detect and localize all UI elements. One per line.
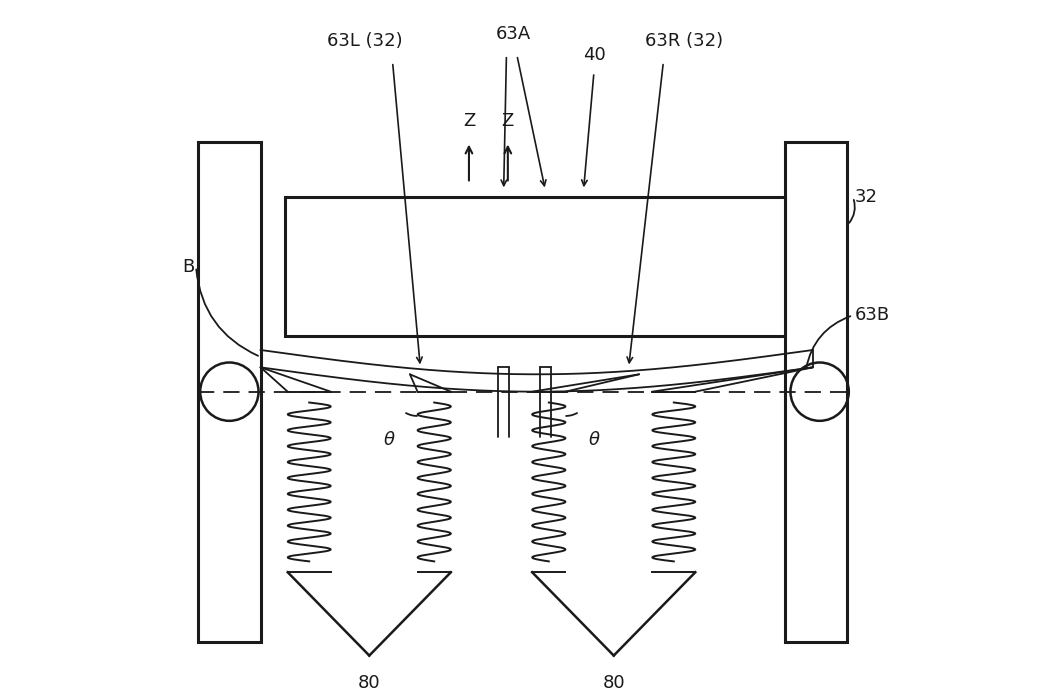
Text: 80: 80 [358, 674, 381, 692]
Bar [285, 197, 785, 336]
Text: 63A: 63A [496, 25, 531, 43]
Text: Z: Z [501, 112, 514, 130]
Text: 32: 32 [854, 188, 877, 206]
Text: 63R (32): 63R (32) [645, 32, 723, 50]
Bar [198, 141, 260, 642]
Text: 63B: 63B [854, 307, 890, 324]
Text: $\theta$: $\theta$ [587, 431, 600, 449]
Text: 80: 80 [602, 674, 625, 692]
Text: $\theta$: $\theta$ [383, 431, 395, 449]
Text: 40: 40 [582, 46, 605, 64]
Bar [785, 141, 848, 642]
Text: Z: Z [463, 112, 475, 130]
Text: 63L (32): 63L (32) [327, 32, 403, 50]
Text: B: B [183, 258, 195, 276]
